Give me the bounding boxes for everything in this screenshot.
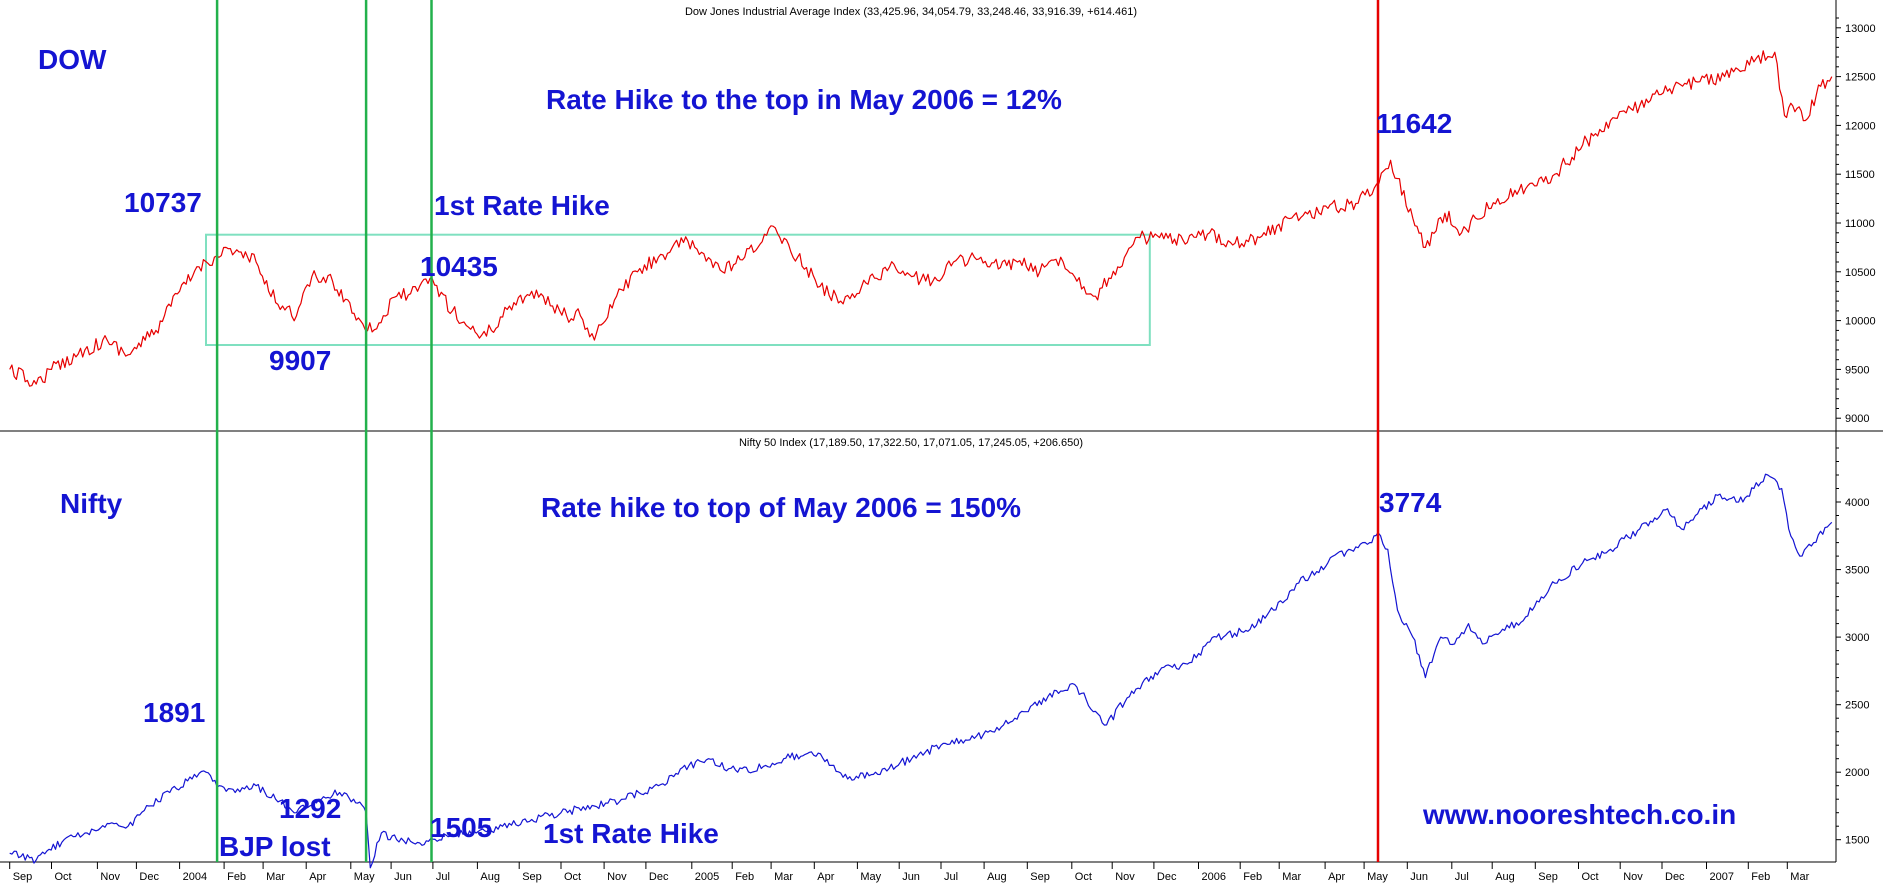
xtick-label: Aug: [1495, 871, 1515, 883]
dow-series-line: [9, 50, 1833, 387]
xtick-label: Sep: [13, 871, 33, 883]
nifty-ytick-label: 4000: [1845, 497, 1869, 509]
dow-ytick-label: 11000: [1845, 218, 1875, 230]
dow-11642-label: 11642: [1376, 108, 1452, 139]
xtick-label: Oct: [1075, 871, 1092, 883]
xtick-label: Sep: [522, 871, 542, 883]
nifty-ytick-label: 1500: [1845, 835, 1869, 847]
xtick-label: Sep: [1030, 871, 1050, 883]
xtick-label: Nov: [100, 871, 120, 883]
xtick-label: Jun: [394, 871, 412, 883]
xtick-label: May: [1367, 871, 1388, 883]
xtick-label: Nov: [607, 871, 627, 883]
dow-10435-label: 10435: [420, 251, 498, 282]
xtick-label: Apr: [309, 871, 326, 883]
dow-consolidation-box: [205, 233, 1151, 346]
dow-ytick-label: 9000: [1845, 413, 1869, 425]
dow-ytick-label: 10000: [1845, 316, 1876, 328]
xtick-label: Mar: [1282, 871, 1301, 883]
dow-ytick-label: 13000: [1845, 23, 1876, 35]
xtick-label: Aug: [480, 871, 500, 883]
nifty-label: Nifty: [60, 488, 123, 519]
xtick-label: Sep: [1538, 871, 1558, 883]
nifty-rate-hike-note: Rate hike to top of May 2006 = 150%: [541, 492, 1021, 523]
dow-ytick-label: 11500: [1845, 169, 1875, 181]
nifty-3774-label: 3774: [1379, 487, 1442, 518]
xtick-label: May: [354, 871, 375, 883]
dow-ytick-label: 12000: [1845, 120, 1876, 132]
xtick-label: Feb: [1751, 871, 1770, 883]
xtick-label: Oct: [1582, 871, 1599, 883]
xtick-label: Oct: [564, 871, 581, 883]
nifty-first-rate-hike-label: 1st Rate Hike: [543, 818, 719, 849]
xtick-label: Jul: [436, 871, 450, 883]
nifty-1891-label: 1891: [143, 697, 205, 728]
xtick-label: Dec: [1665, 871, 1685, 883]
dow-rate-hike-note: Rate Hike to the top in May 2006 = 12%: [546, 84, 1062, 115]
xtick-label: Dec: [139, 871, 159, 883]
nifty-1292-label: 1292: [279, 793, 341, 824]
dow-9907-label: 9907: [269, 345, 331, 376]
xtick-label: Aug: [987, 871, 1007, 883]
dow-ytick-label: 10500: [1845, 267, 1876, 279]
xtick-label: Jun: [1410, 871, 1428, 883]
dow-chart-title: Dow Jones Industrial Average Index (33,4…: [685, 6, 1137, 18]
xtick-label: Feb: [227, 871, 246, 883]
dow-first-rate-hike-label: 1st Rate Hike: [434, 190, 610, 221]
nifty-ytick-label: 3500: [1845, 565, 1869, 577]
xtick-label: Nov: [1115, 871, 1135, 883]
xtick-label: Jul: [1455, 871, 1469, 883]
xtick-label: Mar: [774, 871, 793, 883]
nifty-bjp-lost-label: BJP lost: [219, 831, 331, 862]
xtick-label: Apr: [817, 871, 834, 883]
xtick-label: Mar: [1790, 871, 1809, 883]
xtick-label: 2005: [695, 871, 719, 883]
dow-ytick-label: 9500: [1845, 364, 1869, 376]
nifty-ytick-label: 3000: [1845, 632, 1869, 644]
xtick-label: Jul: [944, 871, 958, 883]
dow-10737-label: 10737: [124, 187, 202, 218]
xtick-label: Feb: [1243, 871, 1262, 883]
xtick-label: Jun: [902, 871, 920, 883]
nifty-chart-title: Nifty 50 Index (17,189.50, 17,322.50, 17…: [739, 437, 1083, 449]
xtick-label: Dec: [649, 871, 669, 883]
xtick-label: Nov: [1623, 871, 1643, 883]
dow-ytick-label: 12500: [1845, 72, 1876, 84]
xtick-label: 2007: [1710, 871, 1734, 883]
nifty-1505-label: 1505: [430, 812, 492, 843]
xtick-label: Apr: [1328, 871, 1345, 883]
xtick-label: Feb: [735, 871, 754, 883]
nifty-series-line: [9, 473, 1833, 869]
website-watermark: www.nooreshtech.co.in: [1422, 799, 1736, 830]
xtick-label: May: [860, 871, 881, 883]
xtick-label: Mar: [266, 871, 285, 883]
dow-label: DOW: [38, 44, 107, 75]
xtick-label: Oct: [55, 871, 72, 883]
nifty-ytick-label: 2500: [1845, 700, 1869, 712]
xtick-label: 2006: [1202, 871, 1226, 883]
nifty-ytick-label: 2000: [1845, 767, 1869, 779]
xtick-label: 2004: [183, 871, 207, 883]
xtick-label: Dec: [1157, 871, 1177, 883]
